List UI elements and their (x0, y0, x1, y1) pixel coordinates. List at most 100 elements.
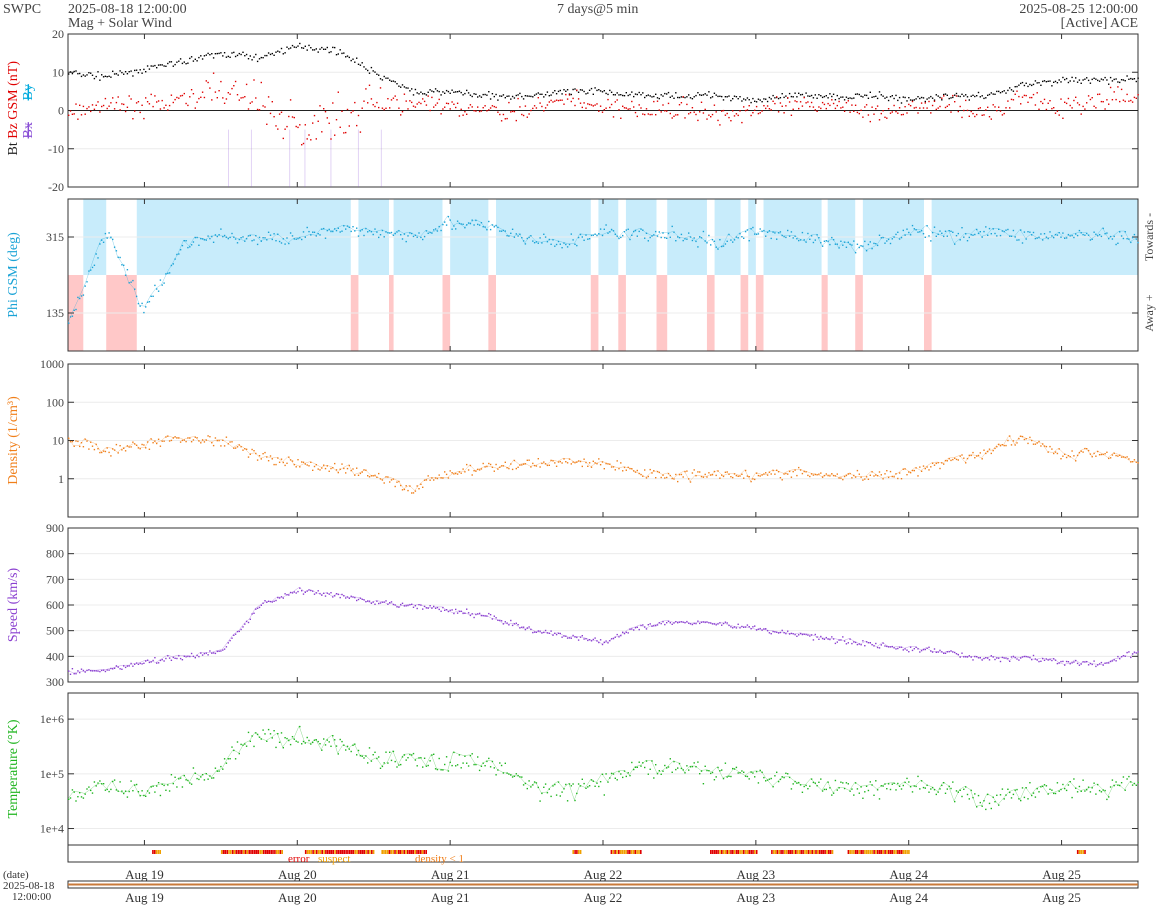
density-data-point (1018, 438, 1020, 440)
speed-data-point (429, 605, 431, 607)
phi-data-point (768, 230, 771, 232)
bt-data-point (79, 72, 81, 75)
bz-data-point (1036, 92, 1038, 94)
bt-data-point (610, 91, 613, 93)
bt-data-point (422, 93, 424, 95)
bt-data-point (1067, 81, 1070, 84)
density-data-point (546, 464, 549, 467)
density-data-point (123, 447, 125, 449)
temperature-data-point (880, 785, 882, 787)
speed-data-point (302, 593, 305, 595)
density-data-point (91, 445, 94, 447)
bt-data-point (282, 53, 284, 55)
bt-data-point (277, 50, 279, 52)
phi-data-point (539, 237, 541, 239)
bt-data-point (882, 95, 884, 97)
bz-data-point (1001, 114, 1004, 116)
bz-data-point (574, 104, 576, 107)
bz-data-point (361, 107, 363, 109)
speed-data-point (950, 650, 952, 652)
density-data-point (880, 474, 882, 476)
temperature-data-point (335, 745, 338, 747)
speed-data-point (963, 656, 965, 658)
bt-data-point (205, 54, 207, 56)
speed-data-point (68, 670, 70, 672)
bt-data-point (999, 92, 1002, 94)
bz-data-point (614, 101, 616, 103)
bt-data-point (719, 95, 721, 97)
phi-data-point (770, 237, 772, 240)
phi-data-point (88, 270, 90, 272)
bz-data-point (691, 107, 694, 109)
bt-data-point (157, 64, 160, 66)
bz-data-point (469, 104, 472, 106)
density-data-point (994, 447, 996, 450)
temperature-data-point (152, 785, 154, 787)
bt-data-point (755, 101, 758, 103)
phi-data-point (702, 230, 705, 233)
speed-data-point (365, 601, 367, 603)
bt-data-point (1128, 78, 1130, 80)
status-flag (577, 850, 580, 854)
phi-data-point (1106, 232, 1108, 234)
density-data-point (732, 476, 734, 479)
temperature-data-point (893, 782, 895, 784)
phi-data-point (629, 238, 631, 241)
bt-data-point (390, 80, 393, 82)
speed-data-point (467, 612, 470, 614)
temperature-data-point (959, 789, 961, 791)
bz-data-point (451, 101, 453, 103)
speed-data-point (825, 636, 827, 639)
bt-data-point (80, 75, 83, 78)
density-data-point (1097, 450, 1099, 453)
bz-data-point (563, 103, 565, 105)
speed-data-point (1038, 660, 1040, 663)
start-time: 2025-08-18 12:00:00 (68, 2, 187, 17)
bt-data-point (123, 73, 125, 75)
density-data-point (981, 458, 983, 460)
temperature-data-point (253, 745, 255, 748)
density-data-point (552, 460, 554, 462)
phi-data-point (1067, 233, 1070, 236)
phi-data-point (963, 236, 965, 238)
bt-data-point (555, 93, 558, 95)
bt-data-point (592, 93, 594, 95)
bz-data-point (1014, 93, 1016, 95)
phi-data-point (401, 238, 404, 240)
status-flag (627, 850, 629, 854)
temperature-data-point (68, 798, 70, 800)
density-data-point (240, 446, 242, 448)
bt-data-point (462, 94, 464, 96)
bz-data-point (187, 104, 189, 107)
density-data-point (897, 477, 899, 480)
phi-data-point (757, 233, 760, 235)
density-data-point (570, 463, 572, 465)
density-data-point (625, 469, 627, 471)
density-data-point (985, 452, 987, 455)
temperature-data-point (453, 751, 455, 754)
bt-data-point (154, 64, 156, 67)
speed-data-point (966, 656, 969, 658)
bt-data-point (203, 55, 206, 57)
phi-data-point (990, 233, 992, 235)
bt-data-point (471, 95, 473, 98)
bt-data-point (526, 95, 528, 97)
bt-data-point (163, 65, 165, 67)
phi-data-point (886, 240, 888, 242)
bz-data-point (438, 98, 440, 101)
status-flag (414, 850, 416, 854)
speed-data-point (805, 633, 807, 636)
phi-data-point (776, 238, 778, 240)
bt-data-point (684, 96, 686, 99)
temperature-data-point (168, 790, 171, 792)
speed-data-point (585, 638, 587, 640)
bz-data-point (1073, 99, 1075, 102)
temperature-data-point (550, 795, 552, 798)
speed-data-point (134, 663, 136, 665)
status-flag (354, 850, 357, 854)
phi-data-point (688, 232, 690, 234)
temperature-data-point (440, 769, 442, 771)
phi-data-point (884, 242, 886, 244)
density-data-point (1073, 455, 1075, 457)
bz-data-point (557, 99, 560, 102)
